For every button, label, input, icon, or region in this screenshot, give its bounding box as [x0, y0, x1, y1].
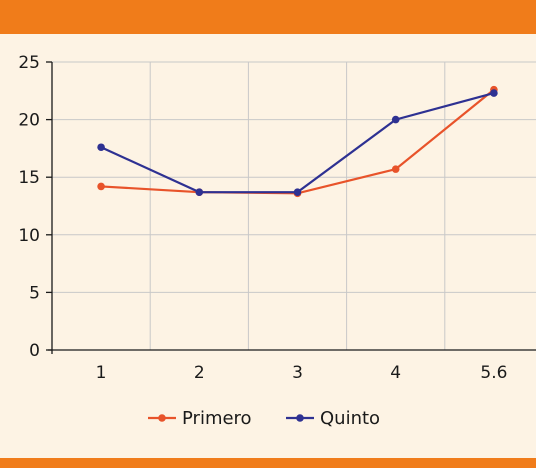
data-point-quinto [293, 188, 302, 196]
data-point-primero [97, 182, 105, 191]
legend-label-primero: Primero [182, 408, 252, 429]
x-tick-label: 1 [96, 363, 107, 383]
y-tick-label: 5 [29, 283, 40, 303]
y-tick-label: 0 [29, 341, 40, 361]
y-tick-label: 20 [18, 111, 40, 131]
y-tick-label: 15 [18, 168, 40, 188]
data-point-quinto [490, 89, 498, 97]
legend-marker-quinto [296, 414, 304, 422]
series-lines [97, 85, 498, 198]
data-point-quinto [391, 115, 400, 124]
x-tick-label: 3 [292, 363, 303, 383]
y-tick-label: 25 [18, 53, 40, 73]
x-tick-label: 4 [390, 363, 401, 383]
y-tick-label: 10 [18, 226, 40, 246]
legend-marker-primero [158, 414, 166, 422]
data-point-quinto [195, 188, 204, 196]
grid-lines [52, 61, 536, 350]
data-point-primero [391, 165, 400, 173]
legend-label-quinto: Quinto [320, 408, 380, 429]
top-accent-band [0, 0, 536, 34]
x-tick-label: 5.6 [480, 363, 507, 383]
legend: Primero Quinto [148, 408, 380, 429]
axes: 0 5 10 15 20 25 1 2 3 4 5.6 [18, 53, 536, 383]
series-line-primero [101, 88, 495, 195]
x-tick-label: 2 [194, 363, 205, 383]
bottom-accent-band [0, 458, 536, 468]
data-point-quinto [97, 143, 105, 152]
